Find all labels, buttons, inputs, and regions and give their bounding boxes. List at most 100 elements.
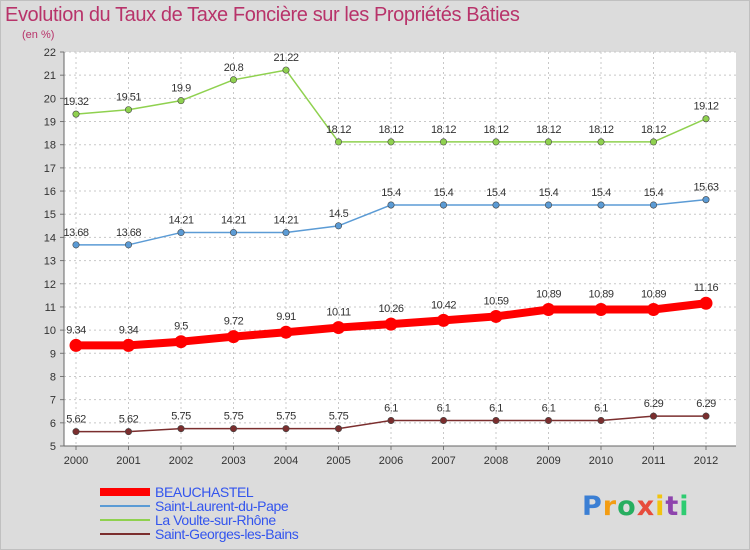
data-point (492, 138, 500, 146)
data-point (279, 325, 293, 339)
x-tick-label: 2005 (326, 455, 350, 467)
data-point (597, 138, 605, 146)
legend-label: Saint-Georges-les-Bains (155, 526, 299, 542)
proxiti-logo: Proxiti (582, 491, 690, 522)
legend-label: La Voulte-sur-Rhône (155, 512, 276, 528)
data-label: 15.4 (381, 187, 401, 199)
data-label: 6.29 (696, 398, 716, 410)
data-point (594, 302, 608, 316)
data-label: 9.5 (174, 321, 188, 333)
data-label: 10.42 (431, 299, 456, 311)
y-tick-label: 17 (44, 163, 56, 175)
data-point (387, 417, 395, 425)
data-point (125, 106, 133, 114)
y-tick-label: 7 (50, 395, 56, 407)
data-point (702, 196, 710, 204)
data-point (227, 330, 240, 344)
data-point (69, 338, 83, 352)
data-label: 6.29 (644, 398, 664, 410)
data-point (544, 201, 552, 209)
x-tick-label: 2004 (274, 455, 298, 467)
data-point (334, 138, 342, 146)
x-tick-label: 2010 (589, 455, 613, 467)
data-point (230, 229, 238, 237)
data-label: 14.21 (168, 215, 193, 227)
data-point (125, 241, 133, 249)
logo-letter: o (617, 491, 637, 522)
x-tick-label: 2009 (536, 455, 560, 467)
data-label: 15.4 (591, 187, 611, 199)
data-point (177, 229, 185, 237)
x-tick-label: 2001 (116, 455, 140, 467)
x-tick-label: 2000 (64, 455, 88, 467)
data-label: 14.21 (273, 215, 298, 227)
data-label: 10.11 (326, 307, 351, 319)
data-label: 19.32 (63, 96, 88, 108)
data-label: 5.75 (276, 411, 296, 423)
data-point (177, 425, 185, 433)
x-tick-label: 2006 (379, 455, 403, 467)
y-tick-label: 5 (50, 441, 56, 453)
logo-letter: P (582, 491, 603, 522)
logo-letter: t (665, 491, 680, 522)
data-label: 10.89 (641, 288, 666, 300)
data-point (72, 428, 80, 436)
y-tick-label: 19 (44, 117, 56, 129)
data-label: 18.12 (378, 124, 403, 136)
y-tick-label: 21 (44, 70, 56, 82)
data-label: 15.63 (693, 182, 718, 194)
data-label: 11.16 (694, 282, 719, 294)
y-tick-label: 22 (44, 47, 56, 59)
data-point (384, 317, 398, 331)
data-point (125, 428, 133, 436)
data-label: 15.4 (486, 187, 506, 199)
data-point (72, 241, 80, 249)
data-point (334, 425, 342, 433)
data-point (282, 229, 290, 237)
y-tick-label: 10 (44, 325, 56, 337)
y-tick-label: 13 (44, 256, 56, 268)
x-tick-label: 2008 (484, 455, 508, 467)
data-label: 9.72 (224, 316, 244, 328)
data-point (334, 222, 342, 230)
data-label: 18.12 (326, 124, 351, 136)
data-label: 15.4 (434, 187, 454, 199)
data-label: 5.75 (171, 411, 191, 423)
data-point (122, 338, 135, 352)
data-label: 15.4 (644, 187, 664, 199)
data-point (647, 302, 660, 316)
data-point (282, 66, 290, 74)
data-label: 5.62 (66, 414, 86, 426)
y-tick-label: 12 (44, 279, 56, 291)
data-point (439, 201, 447, 209)
plot-area (64, 52, 736, 446)
data-label: 6.1 (437, 403, 451, 415)
y-tick-label: 18 (44, 140, 56, 152)
x-tick-label: 2012 (694, 455, 718, 467)
data-label: 19.12 (693, 101, 718, 113)
data-label: 21.22 (273, 52, 298, 64)
data-label: 13.68 (116, 227, 141, 239)
data-point (439, 138, 447, 146)
logo-letter: i (679, 491, 690, 522)
logo-letter: r (602, 491, 618, 522)
data-point (177, 97, 185, 105)
data-label: 14.5 (329, 208, 349, 220)
data-point (699, 296, 713, 310)
logo-letter: x (636, 491, 656, 522)
data-point (597, 201, 605, 209)
y-tick-label: 15 (44, 209, 56, 221)
data-label: 9.34 (66, 324, 86, 336)
data-point (282, 425, 290, 433)
x-tick-label: 2002 (169, 455, 193, 467)
data-point (544, 138, 552, 146)
data-label: 5.75 (224, 411, 244, 423)
data-point (702, 115, 710, 123)
data-label: 6.1 (489, 403, 503, 415)
data-label: 15.4 (539, 187, 559, 199)
data-label: 13.68 (63, 227, 88, 239)
data-point (702, 412, 710, 420)
data-point (332, 321, 345, 335)
data-label: 6.1 (594, 403, 608, 415)
